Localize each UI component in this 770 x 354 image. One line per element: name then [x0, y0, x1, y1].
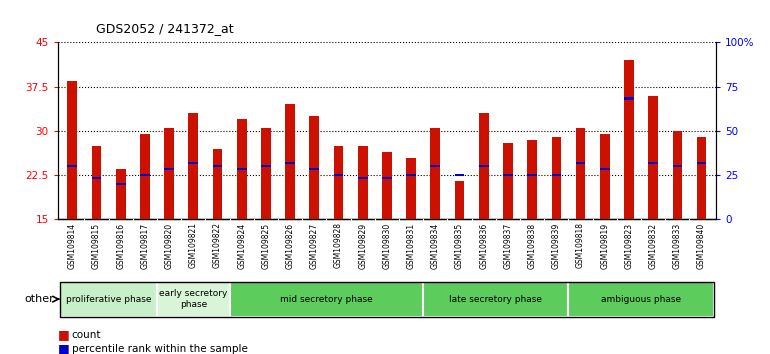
Text: GSM109825: GSM109825 [261, 222, 270, 269]
Text: GSM109815: GSM109815 [92, 222, 101, 269]
Text: proliferative phase: proliferative phase [65, 295, 152, 304]
Bar [261, 128, 271, 219]
Bar [68, 81, 77, 219]
Text: GSM109831: GSM109831 [407, 222, 416, 269]
Bar [213, 165, 223, 167]
Bar [382, 152, 392, 219]
Bar [68, 165, 77, 167]
Bar [479, 113, 489, 219]
Bar [310, 168, 319, 170]
Text: GSM109814: GSM109814 [68, 222, 77, 269]
Bar [697, 137, 706, 219]
Bar [140, 134, 149, 219]
Bar [213, 149, 223, 219]
Text: count: count [72, 330, 101, 339]
Bar [576, 128, 585, 219]
Bar [430, 165, 440, 167]
Bar [333, 174, 343, 176]
Bar [648, 162, 658, 165]
Text: GSM109834: GSM109834 [431, 222, 440, 269]
Bar [116, 183, 126, 185]
Text: GSM109837: GSM109837 [504, 222, 513, 269]
Text: ambiguous phase: ambiguous phase [601, 295, 681, 304]
Bar [92, 146, 102, 219]
Bar [358, 177, 367, 179]
Text: GSM109835: GSM109835 [455, 222, 464, 269]
Text: GSM109838: GSM109838 [527, 222, 537, 269]
Bar [455, 181, 464, 219]
Bar [237, 119, 246, 219]
Text: GSM109819: GSM109819 [601, 222, 609, 269]
Bar [407, 174, 416, 176]
Text: ■: ■ [58, 342, 69, 354]
Bar [672, 131, 682, 219]
Bar [189, 162, 198, 165]
Bar [424, 282, 568, 316]
Bar [60, 282, 157, 316]
Bar [672, 165, 682, 167]
Bar [551, 174, 561, 176]
Text: GSM109827: GSM109827 [310, 222, 319, 269]
Text: GSM109830: GSM109830 [383, 222, 391, 269]
Text: GSM109832: GSM109832 [648, 222, 658, 269]
Text: GSM109840: GSM109840 [697, 222, 706, 269]
Text: GSM109833: GSM109833 [673, 222, 682, 269]
Bar [568, 282, 714, 316]
Bar [285, 162, 295, 165]
Text: GSM109821: GSM109821 [189, 222, 198, 268]
Text: mid secretory phase: mid secretory phase [280, 295, 373, 304]
Bar [229, 282, 424, 316]
Bar [237, 168, 246, 170]
Bar [382, 177, 392, 179]
Bar [164, 128, 174, 219]
Text: GDS2052 / 241372_at: GDS2052 / 241372_at [96, 22, 234, 35]
Text: percentile rank within the sample: percentile rank within the sample [72, 344, 247, 354]
Bar [527, 140, 537, 219]
Bar [600, 168, 610, 170]
Bar [455, 174, 464, 176]
Bar [92, 177, 102, 179]
Bar [116, 169, 126, 219]
Text: GSM109822: GSM109822 [213, 222, 222, 268]
Bar [576, 162, 585, 165]
Bar [527, 174, 537, 176]
Bar [358, 146, 367, 219]
Text: GSM109839: GSM109839 [552, 222, 561, 269]
Bar [600, 134, 610, 219]
Bar [648, 96, 658, 219]
Text: ■: ■ [58, 328, 69, 341]
Bar [430, 128, 440, 219]
Text: GSM109817: GSM109817 [140, 222, 149, 269]
Bar [261, 165, 271, 167]
Bar [310, 116, 319, 219]
Text: other: other [24, 294, 54, 304]
Text: GSM109818: GSM109818 [576, 222, 585, 268]
Text: GSM109828: GSM109828 [334, 222, 343, 268]
Text: GSM109829: GSM109829 [358, 222, 367, 269]
Text: late secretory phase: late secretory phase [450, 295, 542, 304]
Text: GSM109826: GSM109826 [286, 222, 295, 269]
Text: GSM109820: GSM109820 [165, 222, 173, 269]
Bar [333, 146, 343, 219]
Bar [551, 137, 561, 219]
Bar [407, 158, 416, 219]
Text: GSM109816: GSM109816 [116, 222, 126, 269]
Bar [624, 60, 634, 219]
Bar [164, 168, 174, 170]
Bar [60, 282, 714, 316]
Bar [503, 174, 513, 176]
Text: GSM109823: GSM109823 [624, 222, 634, 269]
Text: early secretory
phase: early secretory phase [159, 290, 227, 309]
Bar [624, 97, 634, 99]
Bar [479, 165, 489, 167]
Bar [189, 113, 198, 219]
Text: GSM109836: GSM109836 [479, 222, 488, 269]
Bar [157, 282, 229, 316]
Bar [503, 143, 513, 219]
Text: GSM109824: GSM109824 [237, 222, 246, 269]
Bar [285, 104, 295, 219]
Bar [697, 162, 706, 165]
Bar [140, 174, 149, 176]
